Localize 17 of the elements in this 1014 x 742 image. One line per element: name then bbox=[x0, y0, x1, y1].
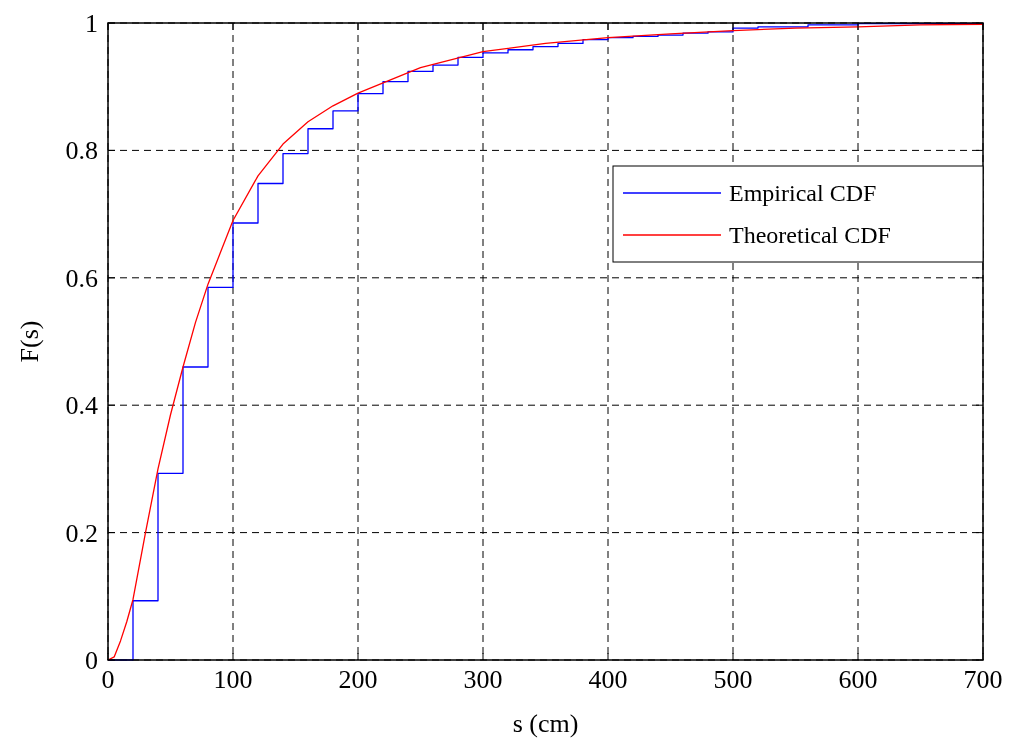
y-tick-label: 1 bbox=[85, 9, 98, 38]
y-tick-label: 0.2 bbox=[65, 518, 98, 548]
x-tick-label: 700 bbox=[963, 665, 1003, 694]
x-tick-label: 500 bbox=[713, 665, 753, 694]
legend-label: Empirical CDF bbox=[729, 180, 877, 206]
x-axis-title: s (cm) bbox=[512, 709, 579, 738]
x-tick-label: 300 bbox=[463, 665, 503, 694]
legend-label: Theoretical CDF bbox=[729, 222, 891, 248]
y-tick-label: 0.4 bbox=[65, 391, 98, 421]
x-tick-label: 100 bbox=[213, 665, 253, 694]
y-tick-label: 0.6 bbox=[65, 263, 98, 293]
x-tick-label: 200 bbox=[338, 665, 378, 694]
x-tick-label: 600 bbox=[838, 665, 878, 694]
y-tick-label: 0 bbox=[85, 646, 98, 675]
x-tick-label: 400 bbox=[588, 665, 628, 694]
y-tick-label: 0.8 bbox=[65, 136, 98, 166]
y-axis-title: F(s) bbox=[15, 320, 44, 363]
